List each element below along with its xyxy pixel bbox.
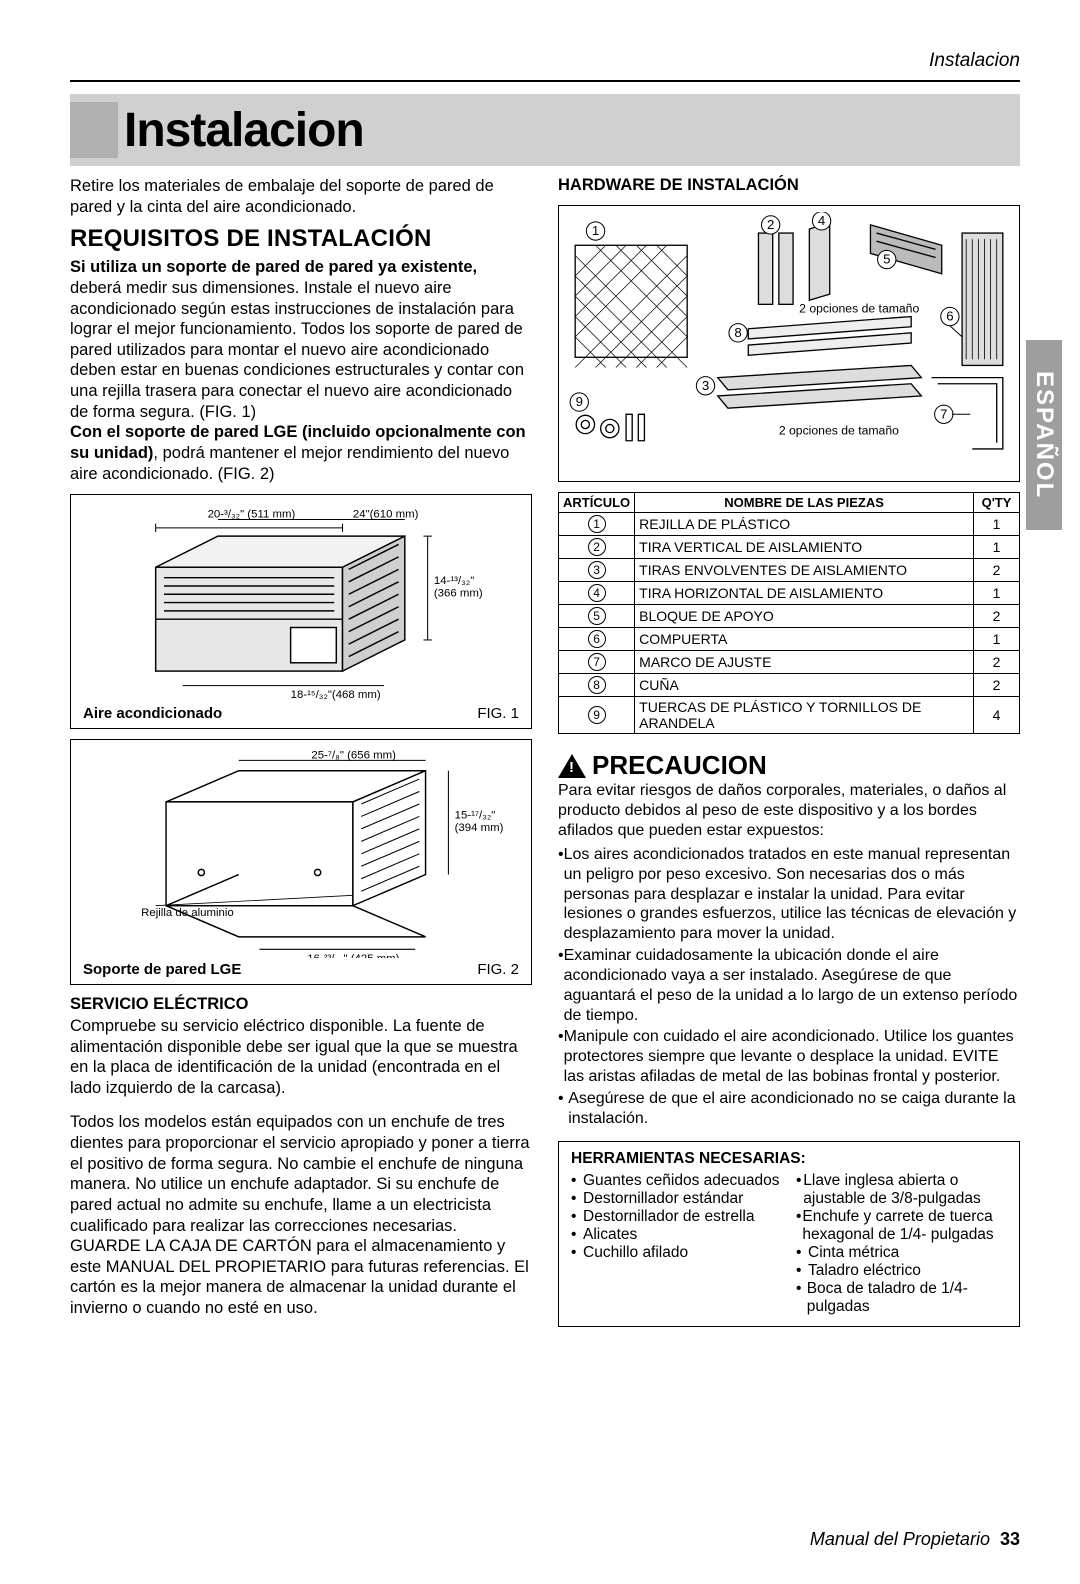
list-item: •Taladro eléctrico	[796, 1262, 1007, 1280]
list-item: •Cinta métrica	[796, 1244, 1007, 1262]
list-item: •Llave inglesa abierta o ajustable de 3/…	[796, 1172, 1007, 1208]
page-title: Instalacion	[124, 103, 364, 158]
table-row: 5BLOQUE DE APOYO2	[559, 605, 1020, 628]
hw-note-1: 2 opciones de tamaño	[799, 301, 919, 315]
rule-top	[70, 80, 1020, 82]
footer-text: Manual del Propietario	[810, 1529, 990, 1549]
fig1-caption: Aire acondicionado	[83, 705, 222, 722]
req-p1-bold: Si utiliza un soporte de pared de pared …	[70, 258, 477, 276]
list-item: •Guantes ceñidos adecuados	[571, 1172, 782, 1190]
svg-text:2: 2	[767, 217, 774, 232]
caution-heading: PRECAUCION	[558, 750, 1020, 781]
th-item: ARTÍCULO	[559, 493, 635, 513]
list-item: •Los aires acondicionados tratados en es…	[558, 845, 1020, 944]
list-item: •Destornillador de estrella	[571, 1208, 782, 1226]
svg-text:16-²³/₃₂" (425 mm): 16-²³/₃₂" (425 mm)	[307, 953, 400, 958]
tools-left: •Guantes ceñidos adecuados•Destornillado…	[571, 1172, 782, 1316]
caution-intro: Para evitar riesgos de daños corporales,…	[558, 781, 1020, 841]
hardware-diagram: 1 2 4 5 6 8 3 7 9 2 opciones de tamaño 2…	[558, 205, 1020, 482]
fig2-number: FIG. 2	[477, 961, 519, 978]
right-column: HARDWARE DE INSTALACIÓN	[558, 176, 1020, 1327]
fig1-w: 20-³/₃₂" (511 mm)	[208, 509, 296, 521]
th-name: NOMBRE DE LAS PIEZAS	[635, 493, 974, 513]
svg-text:1: 1	[592, 223, 599, 238]
tools-right: •Llave inglesa abierta o ajustable de 3/…	[796, 1172, 1007, 1316]
fig1-h: 14-¹³/₃₂"	[434, 575, 474, 587]
heading-requisitos: REQUISITOS DE INSTALACIÓN	[70, 225, 532, 253]
title-block-icon	[70, 102, 118, 158]
svg-text:6: 6	[946, 309, 953, 324]
table-row: 7MARCO DE AJUSTE2	[559, 651, 1020, 674]
heading-electrical: SERVICIO ELÉCTRICO	[70, 995, 532, 1014]
list-item: •Boca de taladro de 1/4-pulgadas	[796, 1280, 1007, 1316]
footer-page: 33	[1000, 1529, 1020, 1549]
svg-text:3: 3	[702, 378, 709, 393]
list-item: •Destornillador estándar	[571, 1190, 782, 1208]
fig2-svg: 25-⁷/₈" (656 mm) 15-¹⁷/₃₂" (394 mm) 16-²…	[83, 750, 519, 958]
table-row: 8CUÑA2	[559, 674, 1020, 697]
req-paragraph-1: Si utiliza un soporte de pared de pared …	[70, 257, 532, 422]
tools-title: HERRAMIENTAS NECESARIAS:	[571, 1150, 1007, 1168]
svg-text:9: 9	[576, 394, 583, 409]
tools-box: HERRAMIENTAS NECESARIAS: •Guantes ceñido…	[558, 1141, 1020, 1327]
hw-note-2: 2 opciones de tamaño	[779, 424, 899, 438]
svg-text:(394 mm): (394 mm)	[455, 822, 504, 834]
language-tab: ESPAÑOL	[1026, 340, 1062, 530]
svg-text:25-⁷/₈" (656 mm): 25-⁷/₈" (656 mm)	[311, 750, 396, 761]
table-row: 6COMPUERTA1	[559, 628, 1020, 651]
left-column: Retire los materiales de embalaje del so…	[70, 176, 532, 1327]
svg-text:(366 mm): (366 mm)	[434, 587, 483, 599]
svg-text:5: 5	[883, 252, 890, 267]
table-row: 2TIRA VERTICAL DE AISLAMIENTO1	[559, 536, 1020, 559]
warning-icon	[558, 754, 586, 778]
req-p1-body: deberá medir sus dimensiones. Instale el…	[70, 279, 524, 421]
title-bar: Instalacion	[70, 94, 1020, 166]
parts-table: ARTÍCULO NOMBRE DE LAS PIEZAS Q'TY 1REJI…	[558, 492, 1020, 734]
list-item: •Manipule con cuidado el aire acondicion…	[558, 1027, 1020, 1086]
table-row: 1REJILLA DE PLÁSTICO1	[559, 513, 1020, 536]
svg-text:8: 8	[734, 325, 741, 340]
elec-p1: Compruebe su servicio eléctrico disponib…	[70, 1016, 532, 1099]
list-item: •Asegúrese de que el aire acondicionado …	[558, 1089, 1020, 1129]
table-row: 3TIRAS ENVOLVENTES DE AISLAMIENTO2	[559, 559, 1020, 582]
fig2-caption: Soporte de pared LGE	[83, 961, 241, 978]
caution-title: PRECAUCION	[592, 750, 767, 781]
table-row: 4TIRA HORIZONTAL DE AISLAMIENTO1	[559, 582, 1020, 605]
intro-text: Retire los materiales de embalaje del so…	[70, 176, 532, 217]
req-paragraph-2: Con el soporte de pared LGE (incluido op…	[70, 422, 532, 484]
figure-1: 20-³/₃₂" (511 mm) 24"(610 mm) 14-¹³/₃₂" …	[70, 494, 532, 729]
fig1-number: FIG. 1	[477, 705, 519, 722]
list-item: •Examinar cuidadosamente la ubicación do…	[558, 946, 1020, 1025]
elec-p2: Todos los modelos están equipados con un…	[70, 1112, 532, 1318]
svg-text:15-¹⁷/₃₂": 15-¹⁷/₃₂"	[455, 810, 496, 822]
svg-text:4: 4	[818, 213, 825, 228]
th-qty: Q'TY	[974, 493, 1020, 513]
figure-2: 25-⁷/₈" (656 mm) 15-¹⁷/₃₂" (394 mm) 16-²…	[70, 739, 532, 985]
footer: Manual del Propietario 33	[810, 1529, 1020, 1550]
list-item: •Alicates	[571, 1226, 782, 1244]
header-section: Instalacion	[70, 50, 1020, 72]
fig1-d: 24"(610 mm)	[353, 509, 419, 521]
table-row: 9TUERCAS DE PLÁSTICO Y TORNILLOS DE ARAN…	[559, 697, 1020, 734]
caution-list: •Los aires acondicionados tratados en es…	[558, 845, 1020, 1129]
fig1-svg: 20-³/₃₂" (511 mm) 24"(610 mm) 14-¹³/₃₂" …	[83, 505, 519, 702]
list-item: •Cuchillo afilado	[571, 1244, 782, 1262]
fig1-diag: 18-¹⁵/₃₂"(468 mm)	[291, 689, 381, 701]
heading-hardware: HARDWARE DE INSTALACIÓN	[558, 176, 1020, 195]
list-item: •Enchufe y carrete de tuerca hexagonal d…	[796, 1208, 1007, 1244]
svg-text:7: 7	[940, 406, 947, 421]
fig2-grille-label: Rejilla de aluminio	[141, 907, 234, 919]
